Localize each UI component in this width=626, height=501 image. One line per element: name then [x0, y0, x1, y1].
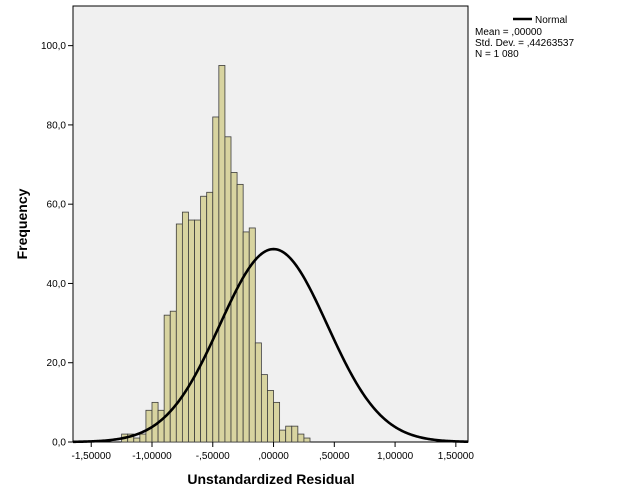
legend-normal-label: Normal [535, 15, 567, 26]
y-axis: 0,0 20,0 40,0 60,0 80,0 100,0 [41, 41, 73, 449]
normal-curve [72, 247, 469, 444]
histogram-bar [285, 425, 293, 443]
histogram-bar [248, 227, 256, 443]
histogram-bar [279, 429, 287, 443]
histogram-bar [188, 219, 195, 443]
histogram-bar [157, 409, 165, 443]
histogram-bar [267, 390, 274, 443]
histogram-bar [230, 172, 238, 443]
histogram-bar [194, 219, 202, 443]
histogram-bar [169, 310, 177, 443]
stat-mean: Mean = ,00000 [475, 27, 542, 38]
histogram-bar [175, 223, 183, 443]
x-axis: -1,50000 -1,00000 -,50000 ,00000 ,50000 1,000… [71, 442, 474, 462]
stat-n: N = 1 080 [475, 49, 519, 60]
histogram-bar [218, 65, 226, 443]
histogram-bar [212, 116, 220, 443]
histogram-bar [242, 231, 250, 443]
y-tick-label: 0,0 [52, 438, 66, 449]
x-tick-label: 1,50000 [438, 451, 475, 462]
stat-std-dev: Std. Dev. = ,44263537 [475, 38, 574, 49]
histogram-bar [133, 437, 141, 443]
x-tick-label: ,50000 [319, 451, 350, 462]
legend: Normal [513, 15, 567, 26]
y-tick-label: 80,0 [47, 120, 67, 131]
histogram-bar [236, 183, 244, 443]
histogram-bar [254, 342, 262, 443]
histogram-bar [206, 191, 214, 443]
x-tick-label: -1,50000 [71, 451, 111, 462]
x-tick-label: -,50000 [196, 451, 230, 462]
y-tick-label: 40,0 [47, 279, 67, 290]
x-tick-label: ,00000 [258, 451, 289, 462]
histogram-bar [260, 374, 268, 443]
histogram-bar [200, 195, 208, 443]
histogram-bar [139, 433, 147, 443]
histogram-bar [163, 314, 171, 443]
x-axis-title: Unstandardized Residual [187, 471, 354, 487]
histogram-bar [303, 437, 311, 443]
histogram-bar [224, 136, 232, 443]
y-axis-title: Frequency [14, 188, 30, 259]
y-tick-label: 20,0 [47, 358, 67, 369]
histogram-bar [273, 401, 281, 443]
plot-area [72, 5, 469, 443]
y-tick-label: 60,0 [47, 200, 67, 211]
histogram-bar [291, 425, 299, 443]
histogram-bar [181, 211, 189, 443]
histogram-bar [297, 433, 305, 443]
x-tick-label: -1,00000 [132, 451, 172, 462]
x-tick-label: 1,00000 [377, 451, 414, 462]
histogram-bars [121, 65, 311, 443]
y-tick-label: 100,0 [41, 41, 66, 52]
